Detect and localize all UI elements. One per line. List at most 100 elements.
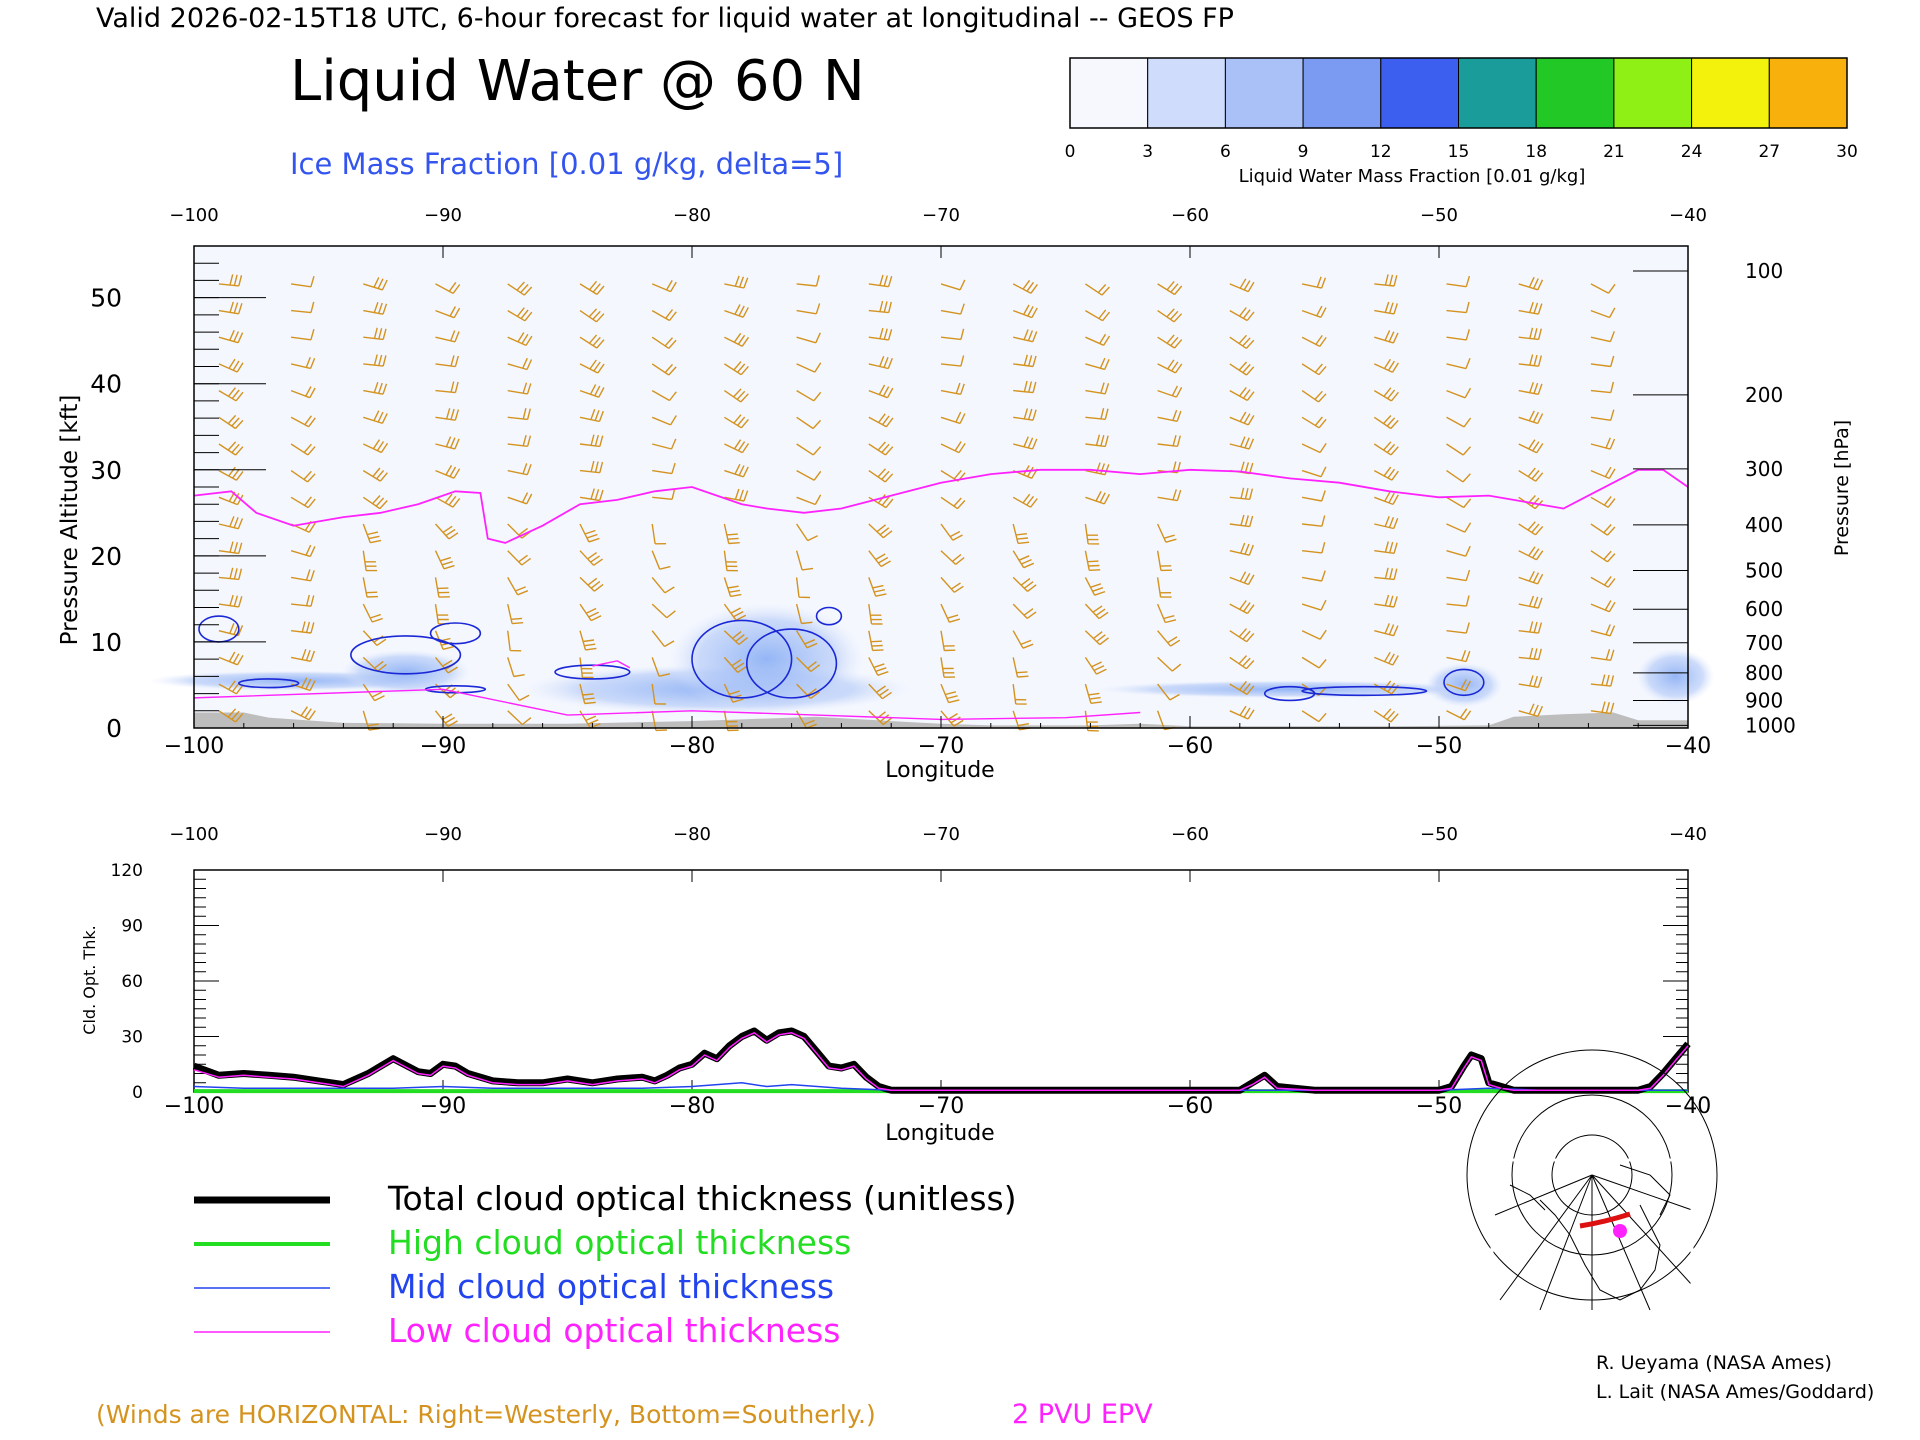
- colorbar-swatch: [1380, 57, 1460, 129]
- colorbar-tick-label: 3: [1142, 142, 1153, 162]
- wind-barb: [1156, 523, 1177, 543]
- legend-label-mid: Mid cloud optical thickness: [388, 1267, 834, 1306]
- x-tick-label: −70: [918, 1094, 964, 1119]
- wind-barb: [723, 656, 748, 673]
- wind-barb: [651, 710, 667, 732]
- wind-barb: [218, 651, 244, 666]
- wind-barb: [579, 550, 603, 566]
- wind-barb: [1301, 710, 1327, 723]
- wind-barb: [1156, 550, 1172, 572]
- wind-barb: [796, 389, 822, 402]
- wind-barb: [1085, 333, 1111, 346]
- wind-barb: [1373, 466, 1399, 481]
- wind-barb: [940, 303, 965, 315]
- liquid-water-region: [1095, 680, 1484, 699]
- wind-barb: [1229, 334, 1255, 349]
- wind-barb: [940, 523, 963, 541]
- wind-barb: [1301, 570, 1326, 582]
- ice-contour: [238, 678, 300, 689]
- wind-barb: [1518, 570, 1544, 585]
- wind-barb: [1590, 283, 1616, 294]
- wind-barb: [1446, 496, 1472, 509]
- wind-barb: [507, 357, 533, 371]
- wind-barb: [868, 550, 891, 568]
- wind-barb: [363, 439, 389, 454]
- wind-barb: [724, 304, 749, 318]
- wind-barb: [435, 355, 459, 368]
- wind-barb: [1157, 334, 1183, 349]
- wind-barb: [579, 683, 596, 705]
- wind-barb: [1012, 304, 1038, 319]
- colorbar-swatch: [1458, 57, 1537, 129]
- pressure-tick-label: 700: [1745, 631, 1783, 655]
- wind-barb: [1590, 523, 1616, 536]
- wind-barb: [579, 384, 605, 398]
- wind-barb: [1590, 381, 1615, 394]
- wind-barb: [1590, 307, 1616, 319]
- wind-barb: [1446, 595, 1470, 607]
- x-tick-label-top: −70: [922, 824, 960, 845]
- wind-barb: [579, 523, 600, 543]
- wind-barb: [1012, 523, 1030, 545]
- wind-barb: [435, 281, 461, 295]
- wind-barb: [1373, 415, 1399, 430]
- wind-barb: [1229, 628, 1255, 643]
- wind-barb: [651, 630, 675, 648]
- colorbar-swatch: [1224, 57, 1304, 129]
- wind-barb: [1302, 542, 1326, 554]
- x-tick-label-top: −100: [169, 824, 218, 845]
- bottom-ylabel: Cld. Opt. Thk.: [80, 925, 99, 1034]
- wind-barb: [1229, 542, 1254, 556]
- wind-barb: [1590, 409, 1615, 421]
- wind-barb: [651, 523, 667, 545]
- pressure-tick-label: 900: [1745, 688, 1783, 712]
- wind-barb: [723, 577, 742, 598]
- wind-barb: [1013, 380, 1037, 394]
- x-tick-label: −60: [1167, 734, 1213, 759]
- wind-barb: [507, 657, 525, 678]
- wind-barb: [1446, 416, 1472, 428]
- wind-barb: [507, 492, 533, 505]
- wind-barb: [362, 550, 378, 572]
- y-tick-label: 40: [90, 370, 122, 399]
- wind-barb: [1446, 708, 1472, 721]
- pressure-tick-label: 600: [1745, 597, 1783, 621]
- wind-barb: [868, 523, 893, 539]
- wind-barb: [1084, 683, 1102, 704]
- wind-barb: [1085, 462, 1110, 476]
- wind-barb: [1157, 630, 1181, 647]
- wind-barb: [1084, 630, 1109, 646]
- wind-barb: [1518, 467, 1544, 482]
- wind-barb: [290, 415, 316, 428]
- wind-barb: [507, 382, 532, 395]
- wind-barb: [1084, 603, 1109, 620]
- wind-barb: [290, 386, 316, 399]
- colorbar-swatch: [1613, 57, 1693, 129]
- wind-barb: [363, 301, 388, 315]
- winds-note: (Winds are HORIZONTAL: Right=Westerly, B…: [96, 1400, 876, 1429]
- wind-barb: [1301, 656, 1327, 669]
- wind-barb: [1374, 516, 1399, 530]
- wind-barb: [1374, 274, 1398, 287]
- wind-barb: [940, 683, 960, 704]
- wind-barb: [1085, 434, 1109, 448]
- wind-barb: [507, 630, 522, 652]
- liquid-water-region: [340, 649, 471, 695]
- wind-barb: [1518, 675, 1543, 688]
- wind-barb: [868, 274, 893, 288]
- colorbar-swatch: [1147, 57, 1226, 129]
- bottom-panel: 0 30 60 90 120 −100 −100 −90 −90 −80 −80 −70 −70 −60 −…: [111, 824, 1712, 1119]
- wind-barb: [1012, 465, 1038, 479]
- top-ylabel-right: Pressure [hPa]: [1831, 420, 1853, 556]
- x-tick-label: −70: [918, 734, 964, 759]
- wind-barb: [651, 389, 677, 402]
- wind-barb: [1012, 684, 1027, 705]
- wind-barb: [1301, 390, 1327, 403]
- x-tick-label: −100: [164, 734, 224, 759]
- x-tick-label: −80: [669, 734, 715, 759]
- wind-barb: [796, 630, 818, 649]
- wind-barb: [868, 468, 894, 483]
- wind-barb: [795, 603, 813, 625]
- wind-barb: [724, 414, 749, 429]
- wind-barb: [1446, 387, 1472, 399]
